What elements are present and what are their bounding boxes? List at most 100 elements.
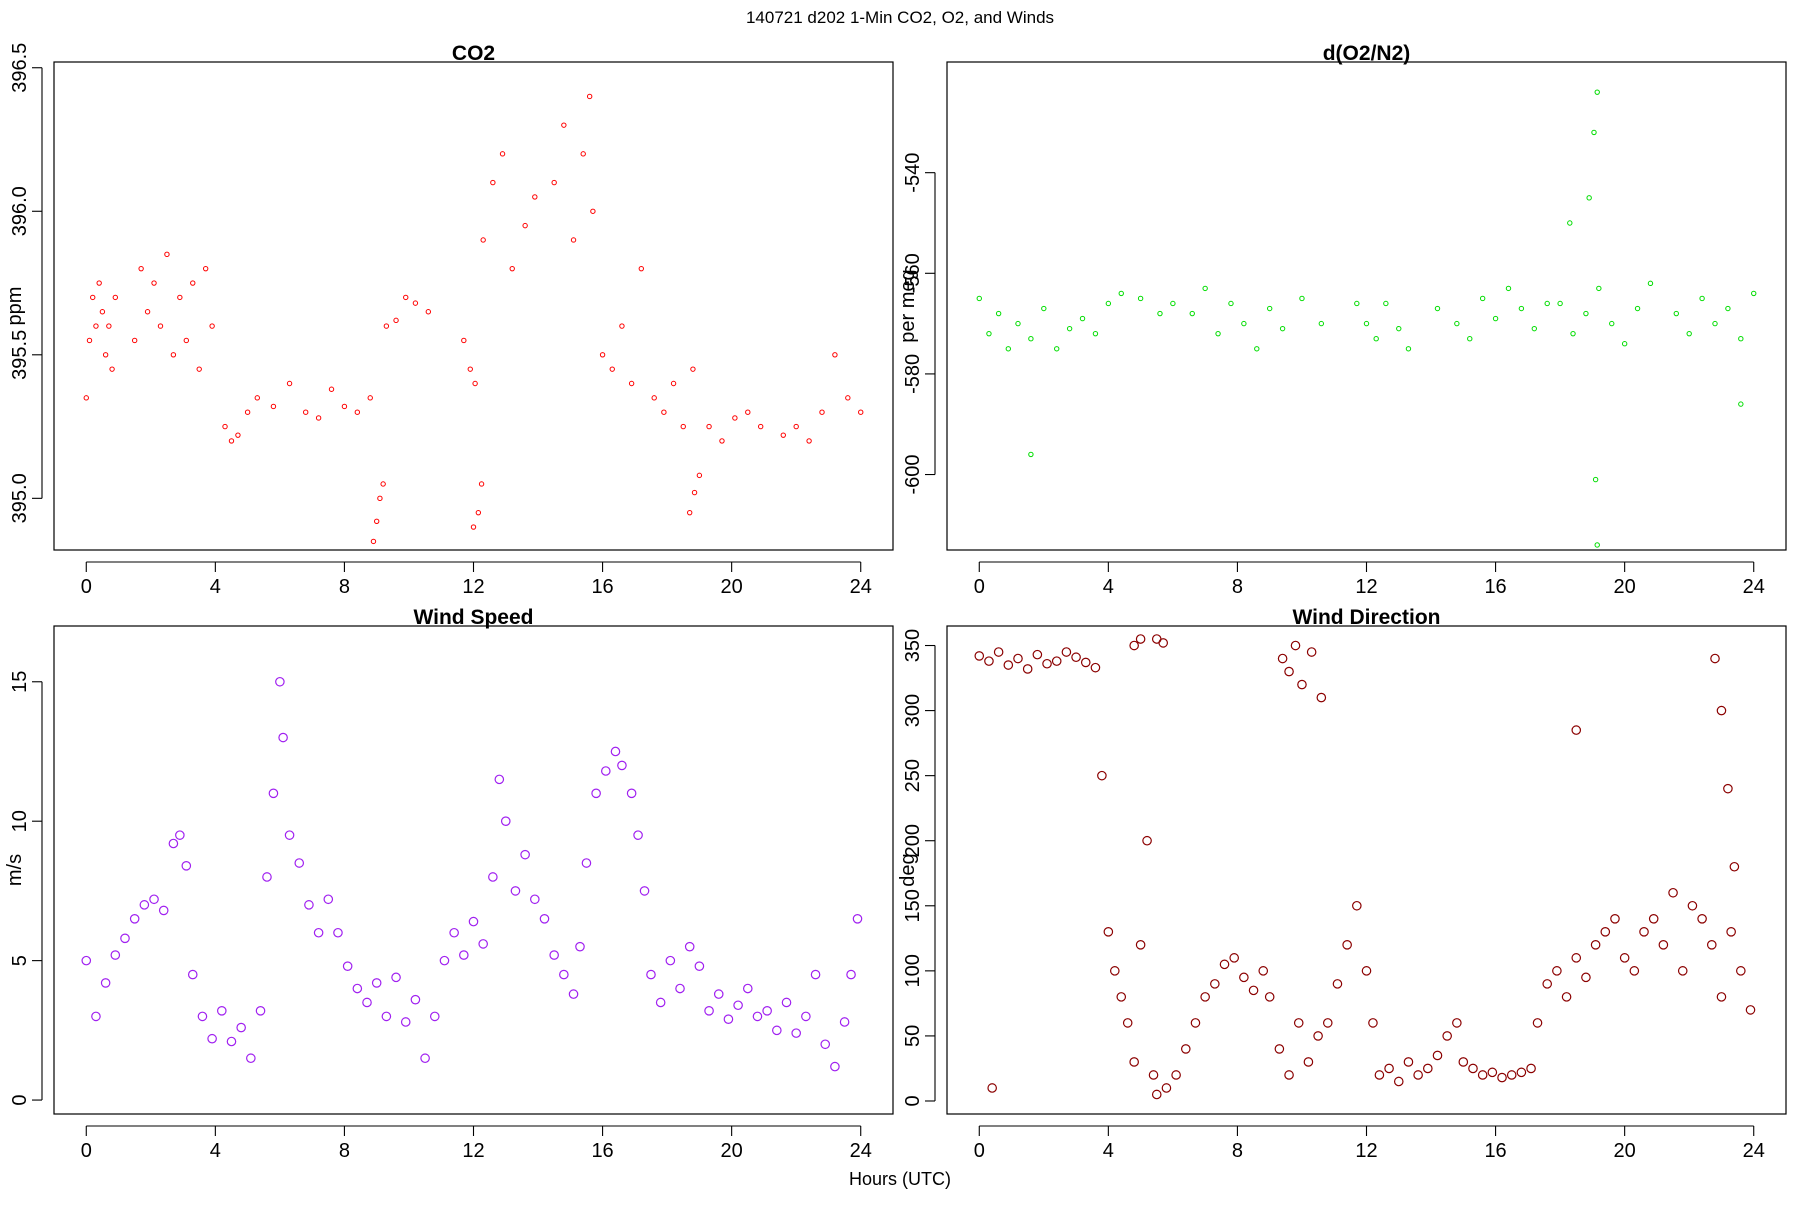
co2-x-tick-label: 12 — [462, 576, 484, 598]
o2-point — [1567, 220, 1573, 226]
o2-point — [976, 295, 982, 302]
co2-point — [819, 409, 825, 415]
o2-y-tick-label: -580 — [902, 354, 924, 394]
co2-point — [806, 438, 812, 444]
wspd-point — [268, 788, 279, 799]
o2-point — [1279, 325, 1286, 332]
o2-point — [1396, 325, 1402, 332]
figure-xlabel: Hours (UTC) — [849, 1169, 951, 1189]
wdir-point — [1148, 1070, 1159, 1080]
wdir-plot-frame — [946, 625, 1787, 1115]
wdir-point — [1158, 638, 1169, 648]
co2-x-tick-label: 20 — [721, 576, 743, 598]
wspd-point — [852, 913, 863, 924]
wdir-point — [1129, 1057, 1139, 1067]
wspd-point — [468, 916, 479, 927]
co2-point — [651, 395, 657, 401]
wspd-point — [581, 858, 592, 868]
wspd-point — [400, 1017, 411, 1027]
o2-point — [1647, 280, 1654, 287]
wspd-point — [626, 788, 637, 799]
wspd-point — [120, 933, 130, 944]
co2-point — [190, 280, 196, 286]
co2-point — [412, 300, 419, 306]
wdir-y-tick-label: 300 — [902, 694, 924, 727]
wspd-point — [539, 913, 550, 924]
wdir-point — [1710, 653, 1720, 664]
o2-y-tick-label: -540 — [902, 153, 924, 193]
co2-ylabel: ppm — [4, 287, 26, 326]
co2-point — [570, 237, 577, 243]
co2-point — [467, 366, 473, 372]
co2-y-tick-label: 395.0 — [9, 473, 31, 523]
co2-point — [83, 395, 89, 401]
wdir-point — [1284, 666, 1294, 677]
wspd-point — [839, 1017, 850, 1027]
wspd-point — [342, 961, 353, 972]
co2-point — [745, 409, 751, 415]
o2-x-tick-label: 16 — [1484, 576, 1506, 598]
wspd-point — [181, 861, 192, 871]
wdir-point — [1003, 660, 1014, 670]
wdir-point — [1342, 940, 1352, 950]
o2-point — [1570, 330, 1576, 337]
wspd-point — [207, 1033, 217, 1044]
wspd-point — [100, 978, 111, 988]
wdir-point — [1736, 966, 1746, 976]
wspd-point — [772, 1025, 782, 1036]
wdir-point — [984, 656, 994, 666]
co2-point — [480, 237, 486, 243]
o2-point — [1092, 330, 1099, 337]
wdir-point — [1122, 1018, 1133, 1028]
wdir-point — [1723, 783, 1733, 794]
wspd-point — [175, 830, 185, 840]
o2-point — [1751, 290, 1757, 297]
wdir-y-tick-label: 50 — [902, 1025, 924, 1047]
co2-point — [461, 337, 467, 344]
wspd-point — [323, 894, 334, 905]
wdir-point — [1322, 1018, 1333, 1028]
o2-point — [1405, 346, 1412, 352]
co2-point — [470, 524, 477, 530]
wdir-point — [1306, 647, 1317, 657]
co2-point — [164, 251, 170, 258]
wspd-point — [168, 838, 179, 849]
o2-x-tick-label: 20 — [1614, 576, 1636, 598]
co2-point — [235, 432, 241, 438]
figure-suptitle: 140721 d202 1-Min CO2, O2, and Winds — [746, 8, 1054, 27]
wspd-point — [520, 849, 530, 860]
wdir-point — [1142, 835, 1152, 846]
co2-point — [590, 208, 596, 214]
o2-x-tick-label: 8 — [1232, 576, 1243, 598]
wdir-point — [1697, 913, 1707, 924]
o2-point — [1557, 300, 1563, 307]
wspd-point — [694, 961, 705, 972]
wspd-point — [110, 950, 121, 960]
wdir-point — [1161, 1083, 1172, 1093]
co2-point — [845, 395, 851, 401]
co2-point — [144, 309, 151, 315]
wdir-x-tick-label: 12 — [1355, 1140, 1377, 1162]
o2-point — [1505, 285, 1512, 292]
o2-point — [1266, 305, 1273, 312]
wspd-point — [187, 969, 198, 980]
wdir-point — [1497, 1072, 1507, 1083]
wspd-point — [510, 886, 521, 896]
wdir-point — [1361, 966, 1372, 976]
co2-point — [586, 93, 593, 100]
co2-plot-frame — [53, 61, 894, 551]
wspd-x-tick-label: 20 — [721, 1140, 743, 1162]
co2-point — [373, 518, 380, 524]
co2-point — [793, 423, 799, 430]
wspd-point — [500, 816, 511, 826]
o2-point — [1492, 315, 1499, 322]
wdir-point — [1090, 662, 1101, 673]
wspd-point — [313, 927, 324, 938]
wspd-x-tick-label: 12 — [462, 1140, 484, 1162]
co2-point — [183, 337, 190, 344]
wspd-point — [820, 1039, 831, 1050]
co2-point — [478, 481, 485, 487]
o2-point — [1054, 346, 1060, 352]
co2-point — [170, 352, 177, 358]
wdir-point — [1629, 966, 1640, 976]
